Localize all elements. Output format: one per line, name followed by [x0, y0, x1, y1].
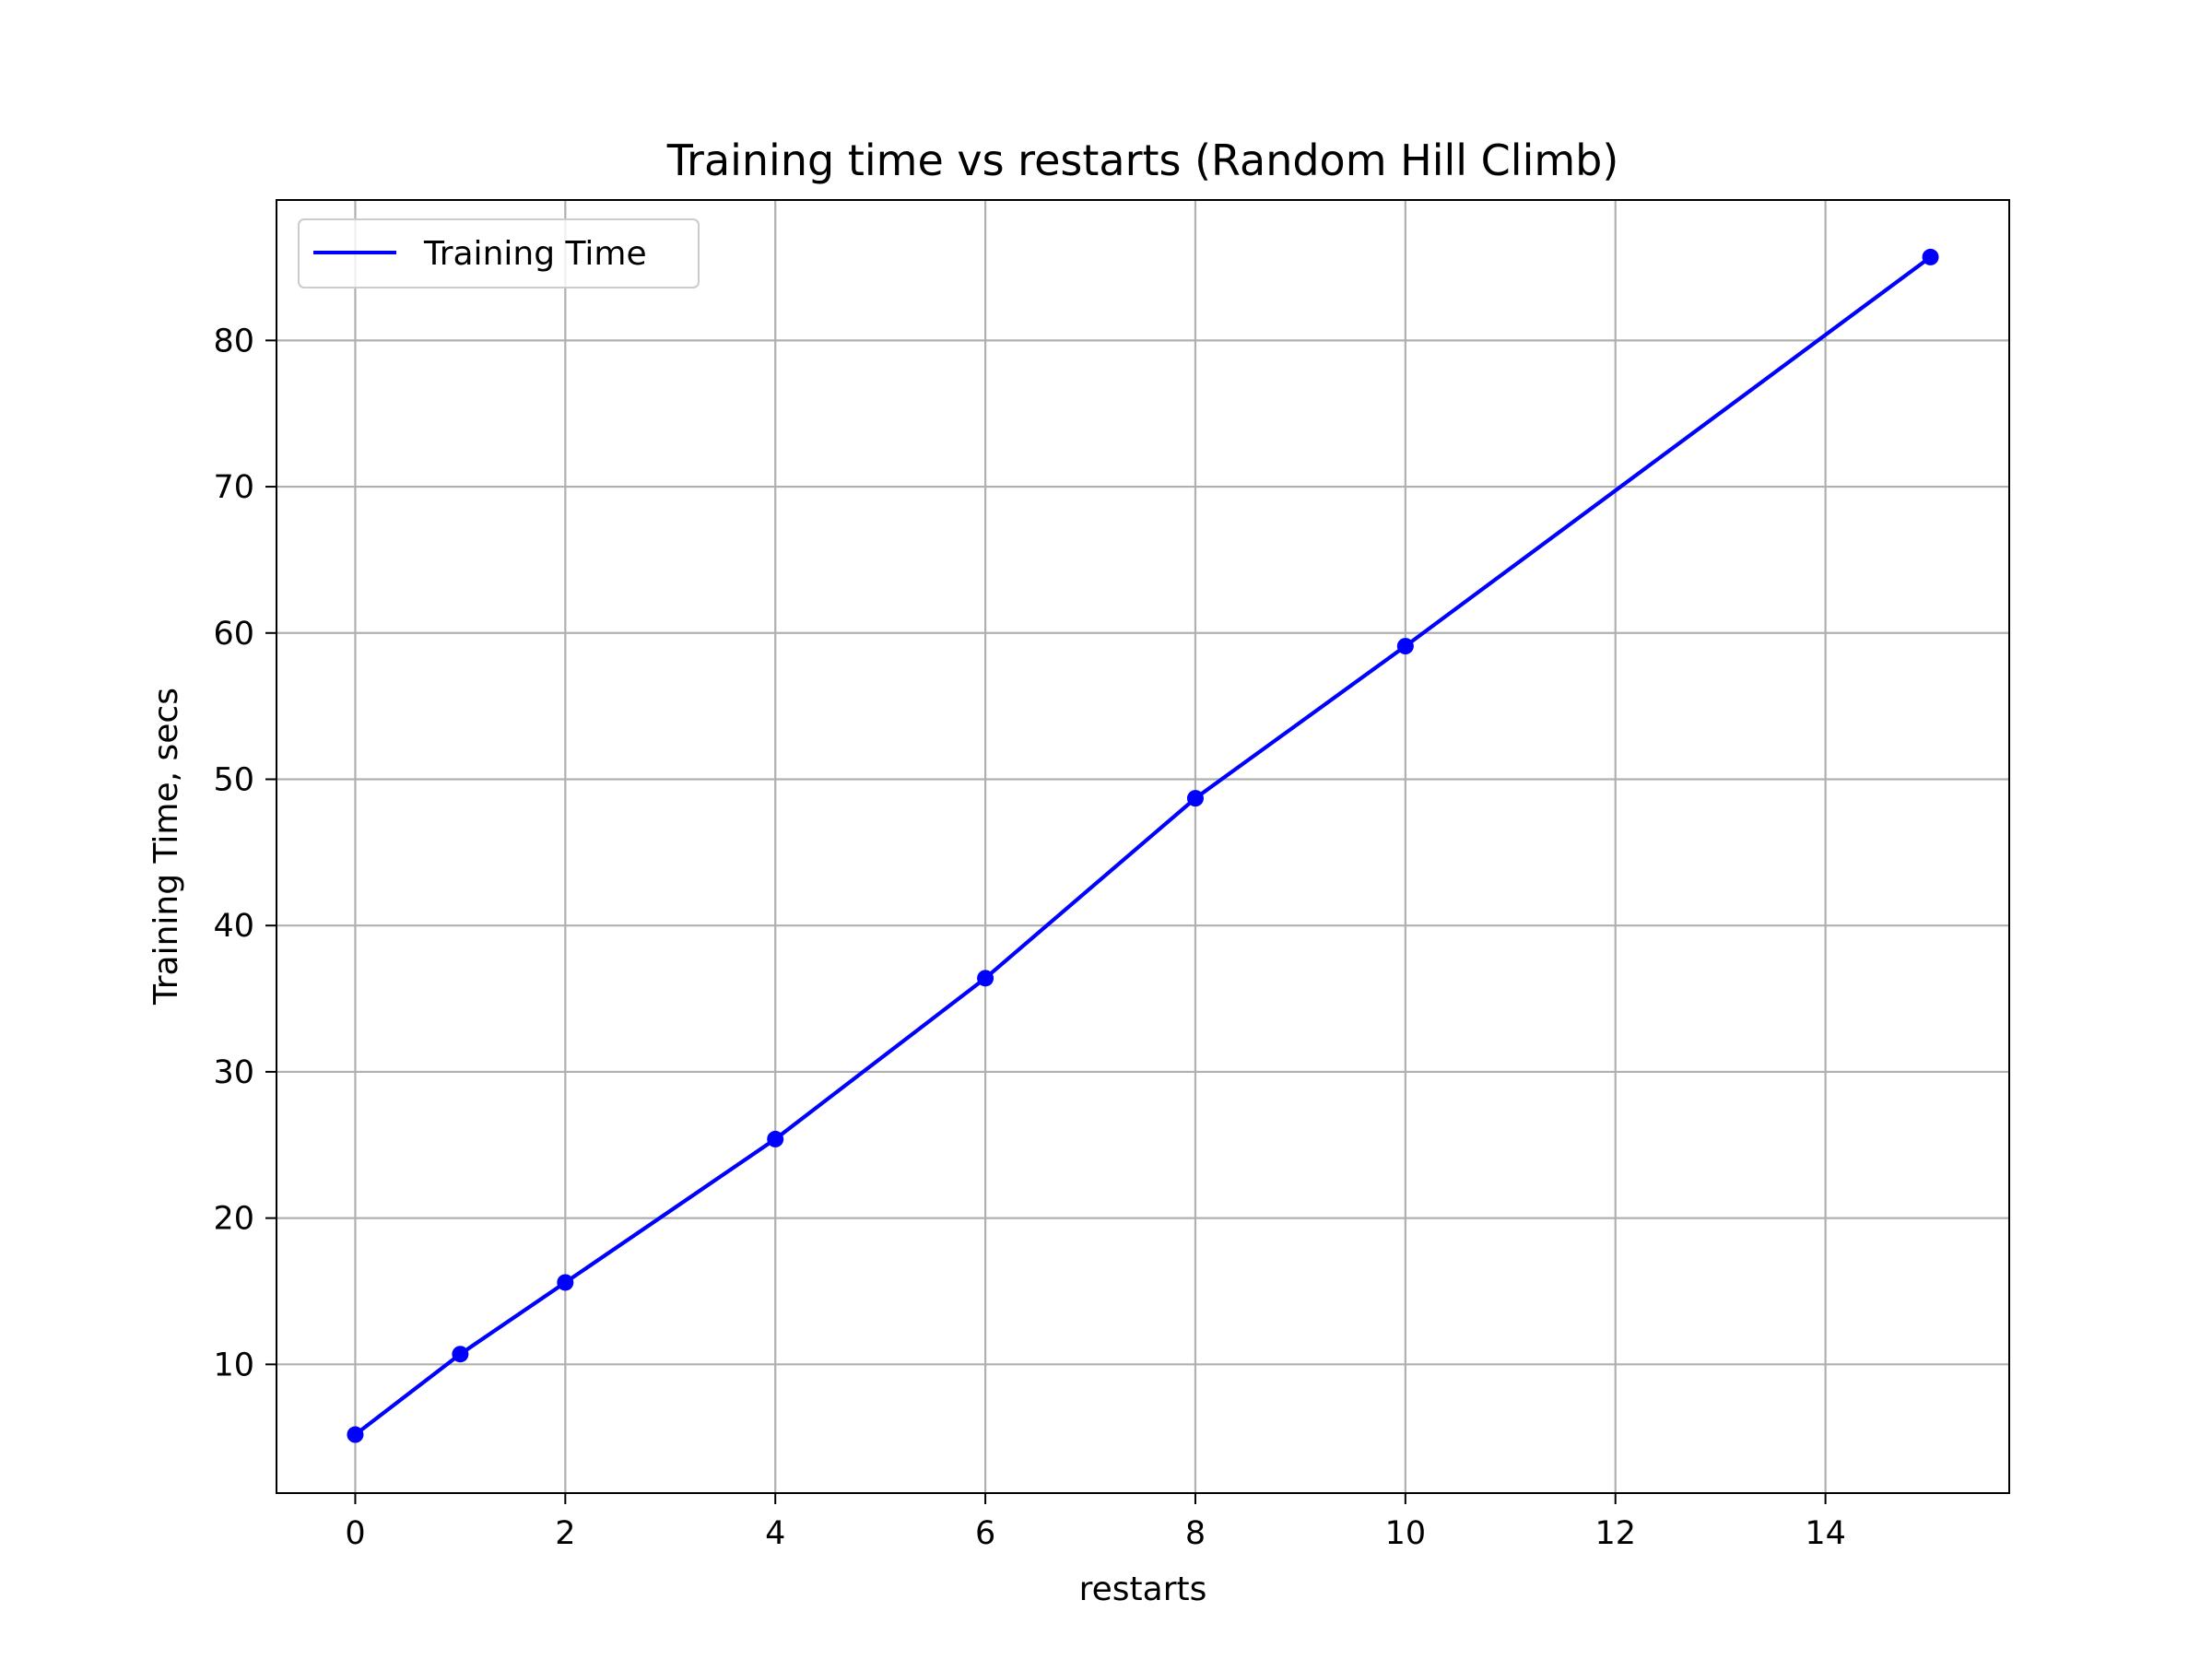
x-tick-label: 12	[1594, 1515, 1636, 1552]
y-tick-label: 30	[213, 1054, 254, 1091]
x-tick-label: 8	[1185, 1515, 1206, 1552]
series-layer	[347, 248, 1939, 1443]
plot-frame	[276, 199, 2010, 1494]
legend-box	[298, 218, 700, 288]
x-tick-label: 0	[345, 1515, 365, 1552]
y-tick-label: 60	[213, 616, 254, 653]
data-point	[1186, 790, 1204, 807]
x-axis-label: restarts	[1079, 1571, 1207, 1608]
y-tick-label: 40	[213, 908, 254, 945]
chart-title: Training time vs restarts (Random Hill C…	[666, 135, 1619, 185]
x-tick-label: 2	[555, 1515, 575, 1552]
x-tick-label: 6	[975, 1515, 995, 1552]
data-point	[347, 1426, 364, 1443]
y-tick-label: 70	[213, 469, 254, 506]
data-point	[767, 1130, 784, 1147]
data-point	[977, 970, 994, 987]
data-point	[1922, 248, 1939, 265]
y-tick-label: 80	[213, 323, 254, 359]
grid	[276, 200, 2009, 1493]
y-axis-label: Training Time, secs	[147, 688, 185, 1006]
x-tick-label: 10	[1385, 1515, 1427, 1552]
y-tick-label: 20	[213, 1201, 254, 1238]
ticks: 0 2 4 6 8 10 12 14 10 20 30 40 50 60 70 80	[213, 323, 1845, 1552]
x-tick-label: 14	[1805, 1515, 1846, 1552]
data-point	[452, 1346, 469, 1363]
data-point	[557, 1274, 574, 1291]
data-point	[1396, 638, 1414, 655]
y-tick-label: 50	[213, 761, 254, 798]
y-tick-label: 10	[213, 1347, 254, 1383]
series-line-training-time	[354, 255, 1932, 1437]
legend: Training Time	[298, 218, 700, 288]
legend-label-training-time: Training Time	[423, 235, 647, 273]
x-tick-label: 4	[765, 1515, 785, 1552]
